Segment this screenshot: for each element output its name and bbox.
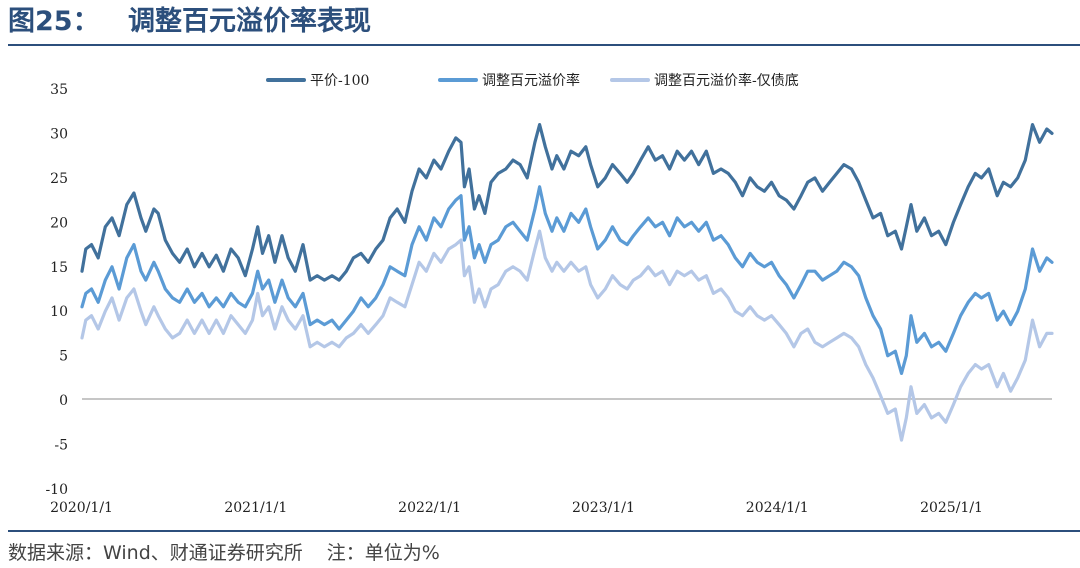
x-tick-label: 2022/1/1 (398, 500, 461, 516)
legend-item-1: 平价-100 (266, 73, 369, 89)
legend-label: 调整百元溢价率-仅债底 (654, 72, 799, 89)
y-tick-label: 25 (50, 171, 68, 187)
premium-rate-chart: 平价-100 调整百元溢价率 调整百元溢价率-仅债底 -10-50510152025… (45, 72, 1054, 516)
legend-item-3: 调整百元溢价率-仅债底 (610, 72, 799, 89)
series-line-2 (80, 185, 1054, 375)
unit-note: 注：单位为% (326, 542, 440, 564)
figure-number: 图25： (8, 6, 100, 37)
x-tick-label: 2023/1/1 (572, 500, 635, 516)
data-source: 数据来源：Wind、财通证券研究所 (8, 542, 303, 564)
legend-item-2: 调整百元溢价率 (438, 72, 580, 89)
x-tick-label: 2025/1/1 (920, 500, 983, 516)
series-line-3 (80, 229, 1054, 442)
x-tick-label: 2021/1/1 (224, 500, 287, 516)
y-tick-label: 5 (59, 349, 68, 365)
y-tick-label: 0 (59, 393, 68, 409)
y-tick-label: 10 (50, 304, 68, 320)
y-tick-label: 35 (50, 82, 68, 98)
y-axis: -10 -5 0 5 10 15 20 25 30 35 (45, 82, 68, 498)
figure-title-text: 调整百元溢价率表现 (128, 6, 371, 37)
title-rule (8, 44, 1080, 46)
series-line-1 (80, 123, 1054, 282)
series-layer (80, 123, 1054, 442)
legend-label: 平价-100 (310, 73, 369, 89)
footer-rule (8, 530, 1080, 532)
chart-legend: 平价-100 调整百元溢价率 调整百元溢价率-仅债底 (266, 72, 799, 89)
legend-label: 调整百元溢价率 (482, 72, 580, 89)
source-note: 数据来源：Wind、财通证券研究所 注：单位为% (8, 540, 440, 566)
x-tick-label: 2024/1/1 (746, 500, 809, 516)
y-tick-label: -10 (45, 482, 68, 498)
y-tick-label: -5 (54, 438, 68, 454)
figure-title: 图25： 调整百元溢价率表现 (8, 2, 371, 42)
y-tick-label: 15 (50, 260, 68, 276)
y-tick-label: 30 (50, 126, 68, 142)
x-tick-label: 2020/1/1 (50, 500, 113, 516)
x-axis: 2020/1/1 2021/1/1 2022/1/1 2023/1/1 2024/1/1… (50, 398, 1052, 516)
y-tick-label: 20 (50, 215, 68, 231)
